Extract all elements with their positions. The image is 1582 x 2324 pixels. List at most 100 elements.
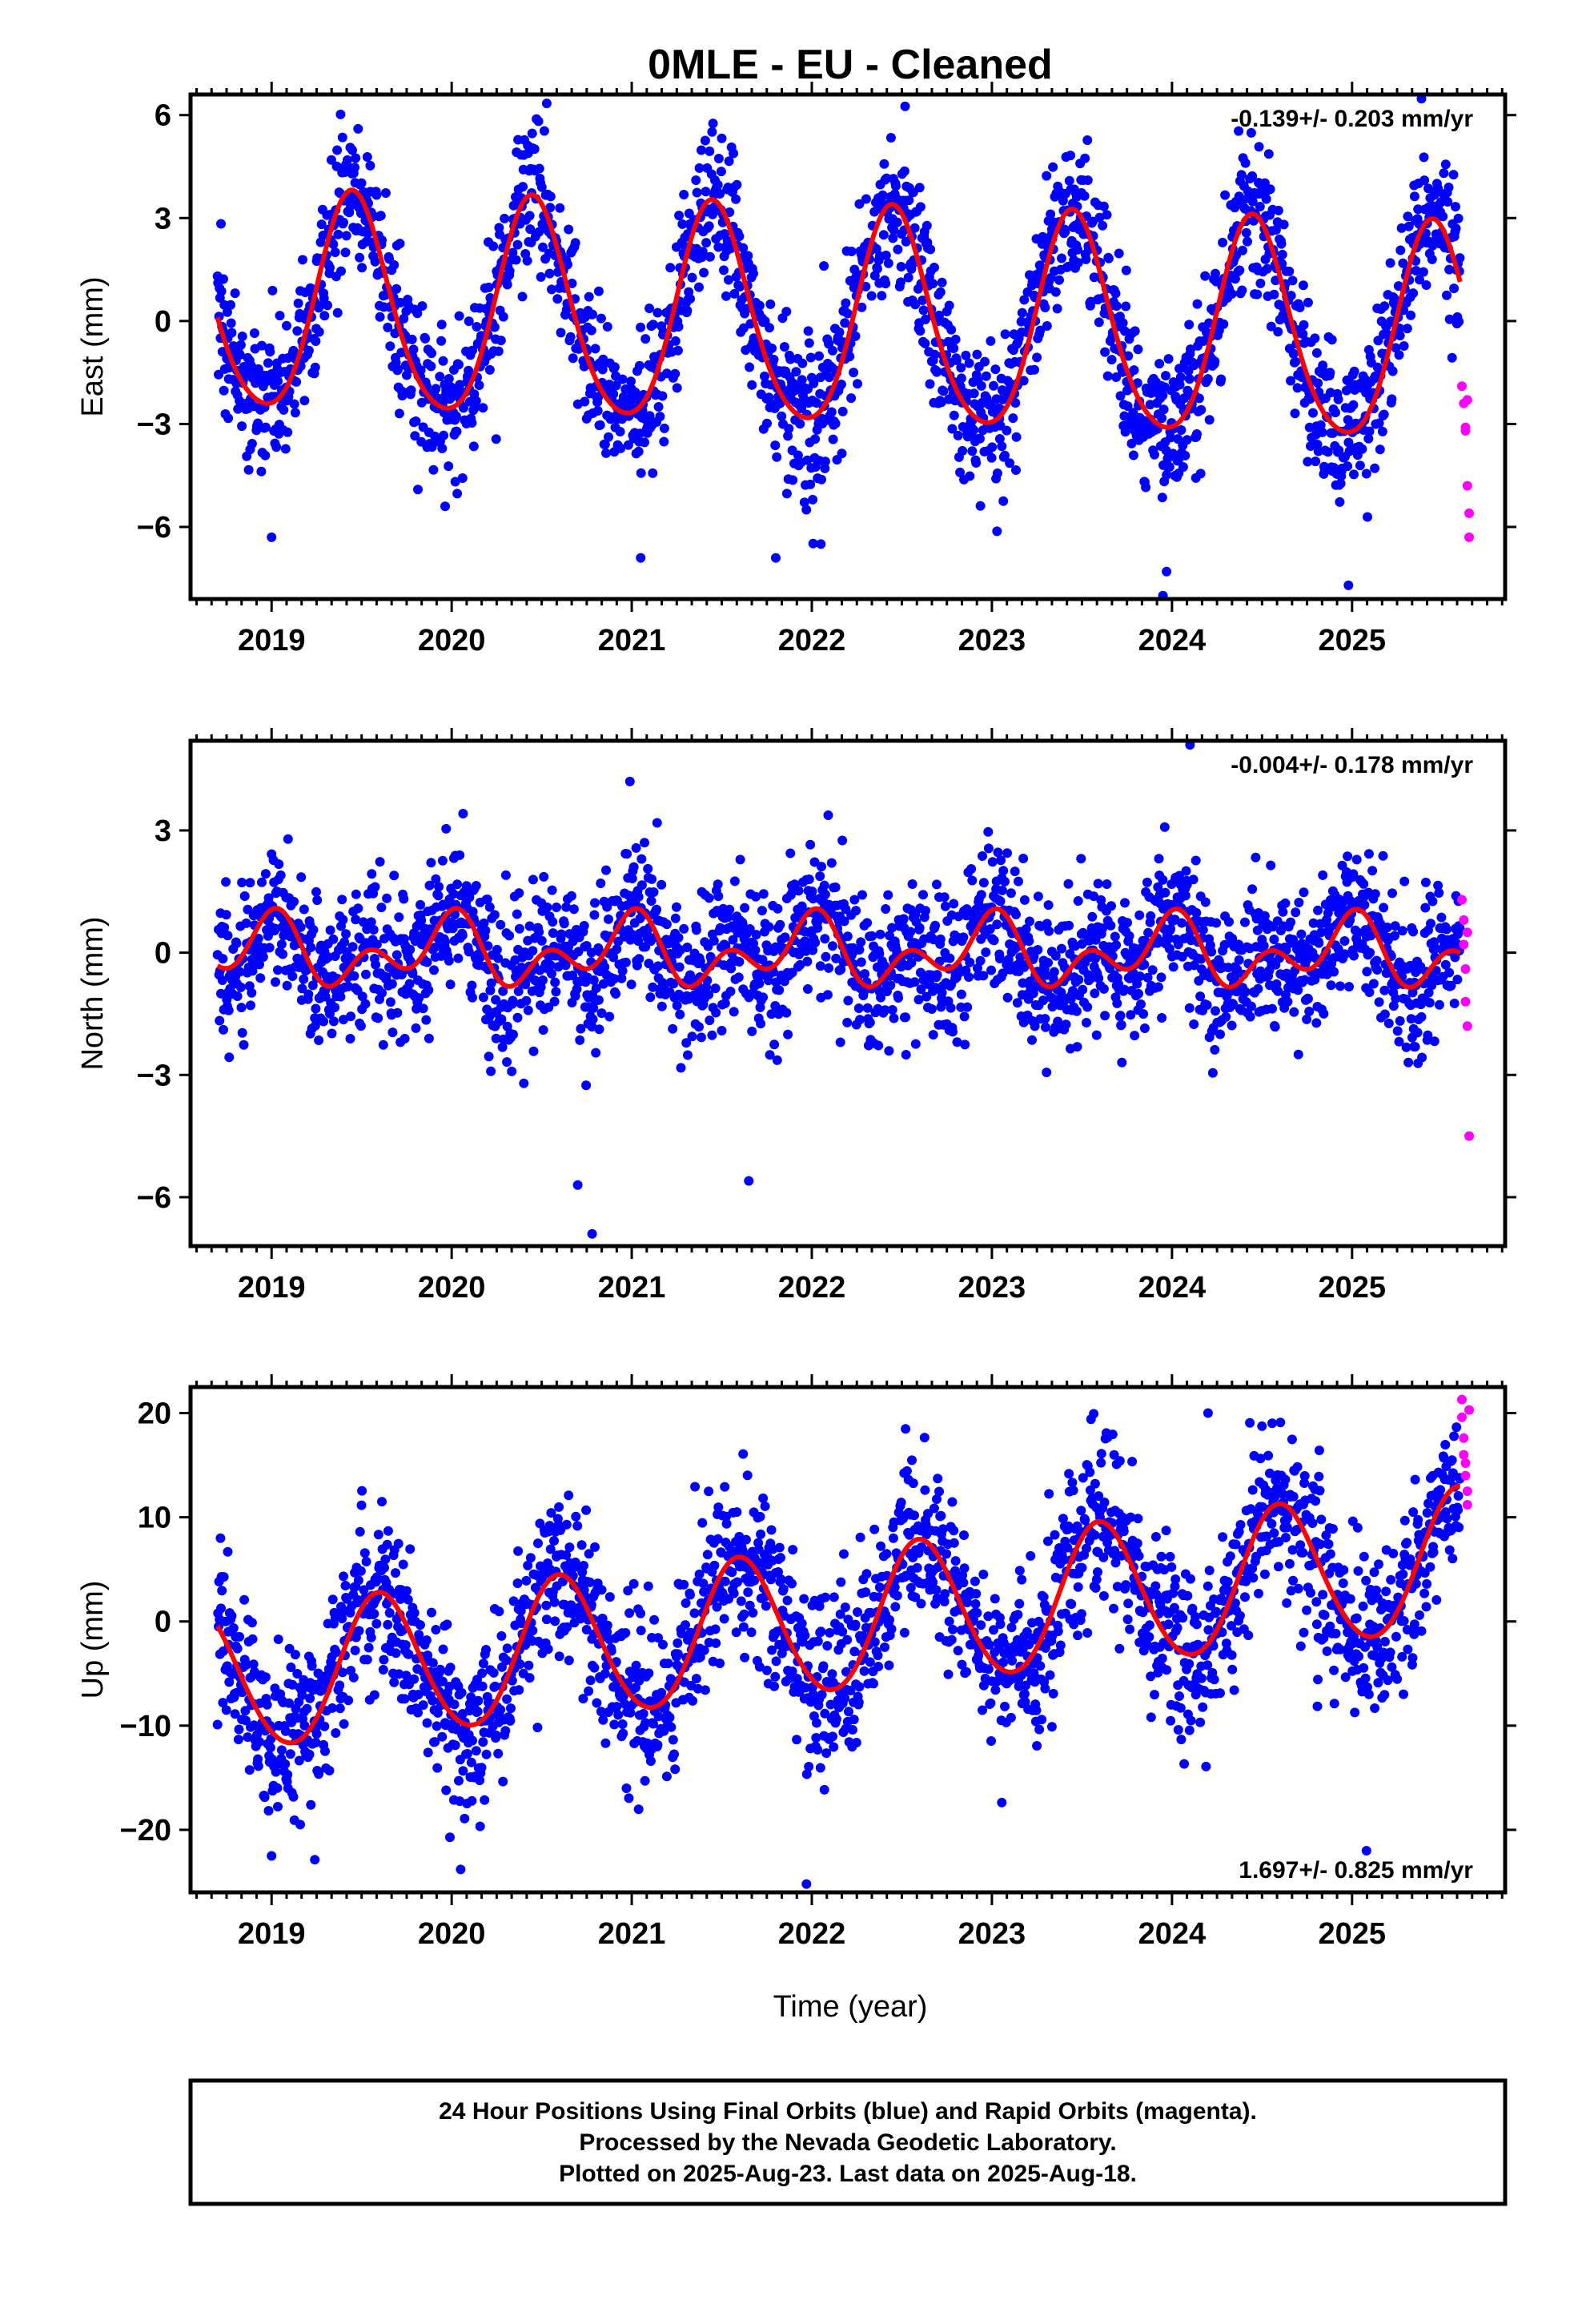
final-orbit-point	[909, 977, 920, 987]
final-orbit-point	[260, 422, 271, 432]
final-orbit-point	[600, 440, 610, 449]
final-orbit-point	[1329, 967, 1339, 977]
final-orbit-point	[964, 358, 974, 368]
final-orbit-point	[1033, 945, 1043, 955]
final-orbit-point	[769, 1039, 780, 1050]
final-orbit-point	[528, 875, 538, 885]
final-orbit-point	[1359, 879, 1369, 889]
final-orbit-point	[949, 344, 959, 353]
final-orbit-point	[431, 384, 441, 394]
final-orbit-point	[271, 442, 282, 452]
final-orbit-point	[862, 918, 873, 928]
final-orbit-point	[1154, 359, 1165, 369]
final-orbit-point	[496, 336, 506, 346]
final-orbit-point	[450, 476, 460, 487]
final-orbit-point	[273, 376, 283, 386]
final-orbit-point	[652, 308, 663, 318]
final-orbit-point	[830, 883, 841, 892]
final-orbit-point	[226, 318, 236, 328]
final-orbit-point	[1323, 447, 1333, 457]
final-orbit-point	[1341, 385, 1351, 396]
final-orbit-point	[437, 855, 448, 866]
final-orbit-point	[817, 474, 826, 485]
final-orbit-point	[656, 1001, 667, 1011]
final-orbit-point	[1186, 344, 1195, 355]
final-orbit-point	[617, 966, 628, 976]
final-orbit-point	[831, 953, 841, 963]
final-orbit-point	[976, 890, 986, 900]
north-y-tick-label: 0	[155, 937, 171, 971]
final-orbit-point	[756, 1019, 766, 1029]
final-orbit-point	[972, 349, 982, 360]
final-orbit-point	[683, 1050, 693, 1060]
final-orbit-point	[1123, 351, 1134, 361]
final-orbit-outlier-point	[636, 553, 646, 563]
final-orbit-point	[1417, 1052, 1427, 1063]
final-orbit-point	[724, 156, 734, 167]
final-orbit-point	[550, 977, 560, 987]
final-orbit-point	[1351, 854, 1362, 865]
final-orbit-point	[1440, 159, 1451, 170]
final-orbit-point	[511, 255, 521, 265]
final-orbit-point	[1122, 401, 1133, 412]
final-orbit-point	[542, 903, 552, 912]
final-orbit-point	[280, 444, 291, 454]
final-orbit-point	[319, 1016, 329, 1027]
final-orbit-point	[295, 922, 306, 932]
final-orbit-point	[1415, 275, 1424, 285]
final-orbit-point	[1290, 408, 1300, 419]
final-orbit-point	[452, 426, 462, 436]
final-orbit-point	[849, 895, 860, 905]
final-orbit-point	[412, 308, 423, 319]
final-orbit-point	[797, 375, 807, 385]
final-orbit-point	[1311, 456, 1321, 467]
final-orbit-point	[1378, 850, 1388, 861]
final-orbit-point	[1157, 1013, 1167, 1023]
final-orbit-point	[221, 877, 231, 887]
final-orbit-point	[709, 935, 719, 946]
final-orbit-point	[564, 224, 574, 235]
final-orbit-outlier-point	[267, 532, 277, 542]
final-orbit-point	[1286, 376, 1296, 386]
final-orbit-point	[370, 256, 380, 267]
final-orbit-point	[655, 412, 665, 422]
final-orbit-point	[524, 921, 535, 931]
final-orbit-point	[1295, 303, 1305, 312]
final-orbit-point	[351, 153, 361, 163]
rapid-orbit-point	[1460, 426, 1471, 436]
final-orbit-point	[370, 882, 380, 892]
final-orbit-point	[1207, 947, 1217, 957]
final-orbit-point	[314, 1035, 324, 1045]
final-orbit-point	[1012, 998, 1022, 1008]
final-orbit-point	[884, 1046, 894, 1056]
final-orbit-outlier-point	[1162, 566, 1172, 577]
final-orbit-point	[1082, 135, 1093, 145]
final-orbit-point	[617, 374, 628, 384]
final-orbit-point	[672, 383, 682, 393]
final-orbit-point	[468, 345, 477, 356]
final-orbit-point	[325, 263, 335, 273]
final-orbit-point	[457, 931, 468, 940]
final-orbit-point	[576, 1023, 586, 1034]
final-orbit-point	[711, 1007, 721, 1018]
figure-title: 0MLE - EU - Cleaned	[648, 42, 1053, 88]
final-orbit-point	[1158, 390, 1168, 400]
final-orbit-point	[1416, 1011, 1427, 1022]
final-orbit-point	[536, 271, 546, 282]
final-orbit-point	[881, 279, 891, 289]
final-orbit-point	[424, 880, 435, 891]
final-orbit-point	[452, 879, 463, 890]
final-orbit-point	[448, 889, 459, 899]
final-orbit-point	[399, 894, 409, 904]
final-orbit-point	[692, 187, 702, 198]
final-orbit-point	[849, 368, 859, 378]
final-orbit-point	[319, 311, 330, 321]
final-orbit-point	[243, 464, 254, 475]
final-orbit-point	[1042, 321, 1052, 331]
final-orbit-point	[665, 263, 676, 273]
final-orbit-point	[1278, 310, 1288, 320]
final-orbit-point	[408, 344, 419, 355]
final-orbit-point	[1210, 1044, 1220, 1055]
north-x-tick-label: 2023	[958, 1271, 1026, 1305]
rapid-orbit-point	[1464, 508, 1474, 518]
